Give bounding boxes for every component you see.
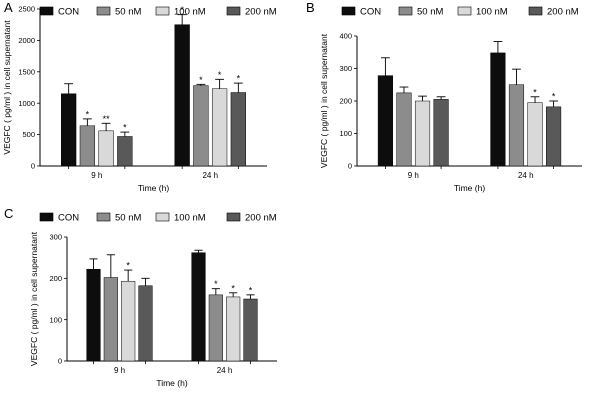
legend-swatch [155, 212, 170, 222]
bar-200-nm [546, 106, 562, 167]
x-category-label: 24 h [202, 171, 218, 180]
significance-mark: * [123, 123, 127, 133]
bar-200-nm [433, 99, 449, 167]
bar-100-nm [98, 130, 114, 167]
y-tick-label: 300 [49, 233, 62, 242]
significance-mark: * [126, 261, 130, 271]
y-tick-label: 400 [339, 32, 352, 41]
y-tick-label: 0 [31, 162, 35, 171]
y-tick-label: 2500 [18, 5, 35, 14]
y-tick-label: 500 [22, 130, 35, 139]
legend-label: 100 nM [174, 213, 206, 224]
legend-swatch [341, 6, 356, 16]
y-tick-label: 100 [339, 129, 352, 138]
panel-letter: B [306, 0, 315, 15]
bar-50-nm [103, 277, 118, 362]
significance-mark: ** [103, 114, 111, 124]
legend-label: 50 nM [115, 7, 141, 18]
bar-100-nm [211, 88, 228, 167]
y-tick-label: 2000 [18, 36, 35, 45]
x-axis-title: Time (h) [138, 183, 169, 193]
bar-con [191, 252, 206, 362]
legend-label: 200 nM [245, 213, 277, 224]
x-category-label: 9 h [408, 171, 419, 180]
legend-label: 50 nM [417, 7, 443, 18]
legend-label: CON [58, 7, 79, 18]
x-category-label: 9 h [114, 366, 125, 375]
chart-panel-a: A CON 50 nM 100 nM 200 nM 0 500 1000 1500 2000 250… [2, 0, 277, 193]
panel-letter: C [4, 206, 13, 221]
x-category-label: 24 h [217, 366, 233, 375]
legend-swatch [96, 6, 111, 16]
y-tick-label: 300 [339, 64, 352, 73]
significance-mark: * [249, 285, 253, 295]
legend-swatch [398, 6, 413, 16]
y-tick-label: 100 [49, 315, 62, 324]
bar-con [86, 268, 101, 362]
bar-50-nm [193, 85, 209, 167]
y-axis-title: VEGFC ( pg/ml ) in cell supernatant [2, 20, 12, 155]
bar-50-nm [208, 294, 223, 362]
bar-100-nm [527, 102, 543, 167]
legend-swatch [226, 6, 241, 16]
legend-swatch [39, 6, 54, 16]
x-axis-title: Time (h) [156, 378, 187, 388]
y-axis-title: VEGFC ( pg/ml ) in cell supernatant [319, 33, 329, 168]
legend-label: 200 nM [245, 7, 277, 18]
x-category-label: 9 h [91, 171, 102, 180]
y-axis-title: VEGFC ( pg/ml ) in cell supernatant [29, 231, 39, 366]
bar-100-nm [414, 100, 431, 167]
y-tick-label: 1000 [18, 99, 35, 108]
legend-label: 200 nM [547, 7, 579, 18]
significance-mark: * [552, 92, 556, 102]
legend-label: 100 nM [174, 7, 206, 18]
significance-mark: * [231, 283, 235, 293]
legend-label: 100 nM [476, 7, 508, 18]
y-tick-label: 0 [58, 357, 62, 366]
bar-50-nm [396, 92, 412, 167]
bar-50-nm [508, 84, 525, 167]
bar-100-nm [121, 280, 136, 362]
bar-con [61, 93, 77, 167]
y-tick-label: 200 [49, 274, 62, 283]
bar-200-nm [117, 136, 133, 167]
significance-mark: * [237, 74, 241, 84]
x-category-label: 24 h [518, 171, 534, 180]
y-tick-label: 200 [339, 97, 352, 106]
bar-con [174, 24, 190, 167]
bar-con [490, 52, 506, 167]
chart-panel-b: B CON 50 nM 100 nM 200 nM 0 100 200 300 400 9 h 24 … [306, 0, 582, 193]
bar-200-nm [243, 298, 258, 362]
legend-swatch [155, 6, 170, 16]
legend-swatch [96, 212, 111, 222]
y-tick-label: 0 [348, 162, 352, 171]
bar-200-nm [138, 285, 153, 362]
legend-swatch [226, 212, 241, 222]
legend-label: 50 nM [115, 213, 141, 224]
bar-200-nm [230, 92, 246, 167]
legend-label: CON [360, 7, 381, 18]
significance-mark: * [218, 70, 222, 80]
significance-mark: * [214, 279, 218, 289]
chart-panel-c: C CON 50 nM 100 nM 200 nM 0 100 200 300 9 h * 24 h *… [4, 206, 277, 388]
bar-100-nm [226, 296, 241, 362]
bar-50-nm [79, 125, 96, 167]
significance-mark: * [180, 5, 184, 15]
y-tick-label: 1500 [18, 67, 35, 76]
x-axis-title: Time (h) [454, 183, 485, 193]
legend-label: CON [58, 213, 79, 224]
significance-mark: * [86, 109, 90, 119]
legend-swatch [528, 6, 543, 16]
bar-con [377, 75, 393, 167]
significance-mark: * [533, 87, 537, 97]
panel-letter: A [4, 0, 13, 15]
legend-swatch [39, 212, 54, 222]
significance-mark: * [199, 75, 203, 85]
legend-swatch [457, 6, 472, 16]
